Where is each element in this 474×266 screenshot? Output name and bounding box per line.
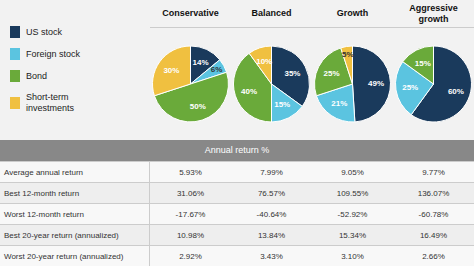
html-text:9.05%: 9.05%	[341, 168, 364, 177]
html-text:Short-term: Short-term	[26, 92, 69, 102]
html-text:5.93%: 5.93%	[179, 168, 202, 177]
html-text:US stock: US stock	[26, 26, 62, 37]
html-text:Worst 20-year return (annualiz: Worst 20-year return (annualized)	[4, 252, 124, 261]
html-text:-17.67%: -17.67%	[175, 210, 206, 219]
svg-text:40%: 40%	[241, 87, 257, 96]
svg-text:30%: 30%	[163, 66, 179, 75]
svg-text:15%: 15%	[274, 100, 290, 109]
svg-text:25%: 25%	[324, 69, 340, 78]
html-text:9.77%: 9.77%	[422, 168, 445, 177]
html-text:Annual return %: Annual return %	[204, 145, 270, 155]
html-text:Average annual return: Average annual return	[4, 168, 83, 177]
html-text:15.34%: 15.34%	[338, 231, 367, 240]
html-text:Bond: Bond	[26, 70, 47, 81]
svg-text:50%: 50%	[190, 102, 206, 111]
svg-text:15%: 15%	[415, 59, 431, 68]
svg-text:10%: 10%	[256, 57, 272, 66]
html-text:3.43%: 3.43%	[260, 252, 283, 261]
html-text:3.10%: 3.10%	[341, 252, 364, 261]
html-text:13.84%: 13.84%	[257, 231, 286, 240]
svg-text:60%: 60%	[448, 87, 464, 96]
html-text:Growth: Growth	[336, 8, 369, 18]
html-text:Worst 12-month return: Worst 12-month return	[4, 210, 84, 219]
html-text:-60.78%: -60.78%	[418, 210, 449, 219]
svg-text:6%: 6%	[211, 65, 223, 74]
svg-text:14%: 14%	[193, 58, 209, 67]
svg-text:25%: 25%	[402, 83, 418, 92]
html-text:10.98%: 10.98%	[176, 231, 205, 240]
svg-text:35%: 35%	[284, 69, 300, 78]
html-text:-40.64%: -40.64%	[256, 210, 287, 219]
html-text:109.55%: 109.55%	[336, 189, 369, 198]
html-text:growth: growth	[418, 13, 449, 24]
html-text:16.49%: 16.49%	[419, 231, 448, 240]
svg-text:49%: 49%	[368, 79, 384, 88]
html-text:Conservative: Conservative	[162, 8, 219, 18]
html-text:2.66%: 2.66%	[422, 252, 445, 261]
svg-text:21%: 21%	[331, 99, 347, 108]
svg-text:5%: 5%	[342, 50, 354, 59]
html-text:Best 20-year return (annualize: Best 20-year return (annualized)	[4, 231, 119, 240]
html-text:investments: investments	[26, 103, 74, 113]
html-text:7.99%: 7.99%	[260, 168, 283, 177]
html-text:136.07%: 136.07%	[417, 189, 450, 198]
html-text:Foreign stock: Foreign stock	[26, 48, 80, 59]
html-text:Aggressive: Aggressive	[409, 2, 458, 13]
html-text:Best 12-month return: Best 12-month return	[4, 189, 80, 198]
html-text:76.57%: 76.57%	[257, 189, 286, 198]
html-text:31.06%: 31.06%	[176, 189, 205, 198]
html-text:2.92%: 2.92%	[179, 252, 202, 261]
html-text:-52.92%: -52.92%	[337, 210, 368, 219]
html-text:Balanced: Balanced	[251, 8, 292, 18]
